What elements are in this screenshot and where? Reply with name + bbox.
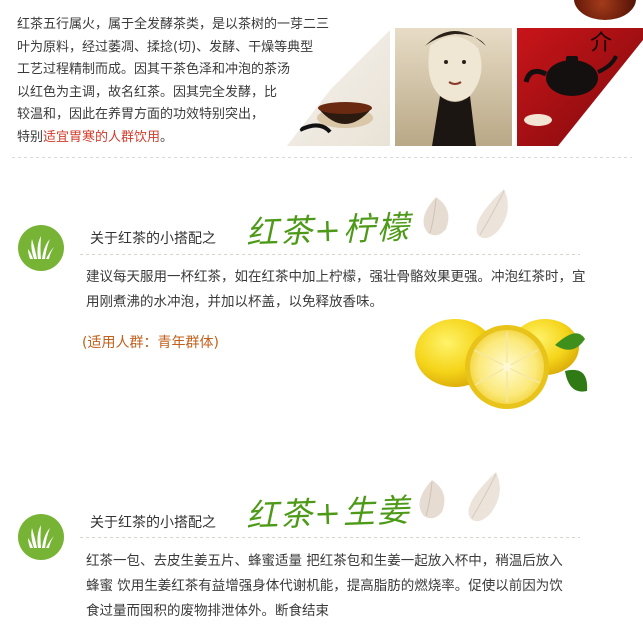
section-heading: 关于红茶的小搭配之 xyxy=(90,231,216,247)
section-title: 红茶+柠檬 xyxy=(245,208,412,252)
teacup-corner-image xyxy=(574,0,636,20)
intro-paragraph: 红茶五行属火，属于全发酵茶类，是以茶树的一芽二三 叶为原料，经过萎凋、揉捻(切)… xyxy=(17,14,377,149)
leaf-icon xyxy=(419,480,445,519)
leaf-icon xyxy=(468,472,500,522)
intro-line-last: 特别适宜胃寒的人群饮用。 xyxy=(17,127,377,150)
woman-portrait-image xyxy=(395,28,512,146)
section-body: 红茶一包、去皮生姜五片、蜂蜜适量 把红茶包和生姜一起放入杯中，稍温后放入蜂蜜 饮… xyxy=(86,553,563,619)
audience-note: (适用人群：青年群体) xyxy=(82,335,219,351)
intro-last-suffix: 。 xyxy=(160,129,174,145)
leaf-icon xyxy=(476,189,508,239)
intro-last-prefix: 特别 xyxy=(17,129,44,145)
section-body: 建议每天服用一杯红茶，如在红茶中加上柠檬，强壮骨骼效果更强。冲泡红茶时，宜用刚煮… xyxy=(86,269,586,310)
intro-line: 以红色为主调，故名红茶。因其完全发酵，比 xyxy=(17,84,278,100)
grass-icon xyxy=(18,225,64,271)
svg-text:介: 介 xyxy=(590,31,612,56)
intro-photo-strip: 介 xyxy=(0,0,643,160)
intro-collage: 介 xyxy=(256,0,643,160)
teapot-image: 介 xyxy=(517,28,643,146)
section-title: 红茶+生姜 xyxy=(245,491,412,535)
intro-line: 工艺过程精制而成。因其干茶色泽和冲泡的茶汤 xyxy=(17,62,291,77)
intro-highlight: 适宜胃寒的人群饮用 xyxy=(43,129,161,145)
intro-line: 叶为原料，经过萎凋、揉捻(切)、发酵、干燥等典型 xyxy=(17,39,314,55)
section-lemon: 关于红茶的小搭配之 红茶+柠檬 建议每天服用一杯红茶，如在红茶中加上柠檬，强壮骨… xyxy=(0,185,643,409)
lemon-image xyxy=(415,319,588,409)
section-heading: 关于红茶的小搭配之 xyxy=(90,515,216,531)
leaf-icon xyxy=(423,197,449,236)
intro-line: 较温和，因此在养胃方面的功效特别突出， xyxy=(17,107,265,122)
divider xyxy=(12,157,632,158)
tea-cup-image xyxy=(286,30,390,146)
section-ginger: 关于红茶的小搭配之 红茶+生姜 红茶一包、去皮生姜五片、蜂蜜适量 把红茶包和生姜… xyxy=(0,470,643,624)
section-divider xyxy=(80,254,580,255)
intro-line: 红茶五行属火，属于全发酵茶类，是以茶树的一芽二三 xyxy=(17,17,330,32)
grass-icon xyxy=(18,514,64,560)
section-divider xyxy=(80,537,580,538)
